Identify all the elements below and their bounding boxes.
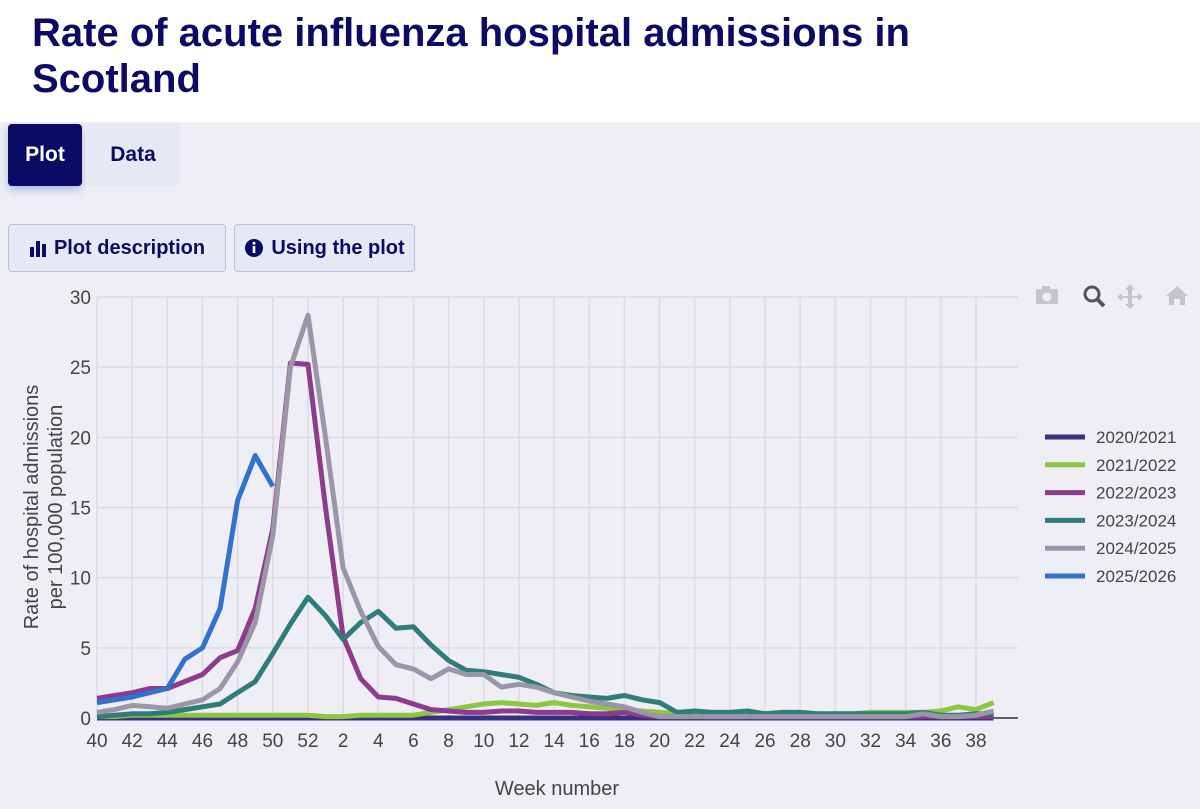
series-line xyxy=(96,594,994,720)
x-tick-label: 10 xyxy=(473,731,494,752)
button-label: Using the plot xyxy=(271,236,405,259)
y-axis-title: per 100,000 population xyxy=(45,405,67,610)
x-tick-label: 22 xyxy=(684,731,705,752)
button[interactable]: Using the plot xyxy=(234,224,415,272)
x-tick-label: 46 xyxy=(192,731,213,752)
button-label: Plot description xyxy=(53,236,206,259)
button[interactable]: Plot description xyxy=(8,224,226,272)
x-tick-label: 32 xyxy=(860,731,881,752)
x-tick-label: 34 xyxy=(895,731,917,752)
tab[interactable]: Data xyxy=(86,124,180,186)
series-line xyxy=(96,312,995,720)
x-tick-label: 4 xyxy=(373,731,384,752)
page-title: Rate of acute influenza hospital admissi… xyxy=(32,11,910,101)
x-tick-label: 44 xyxy=(157,731,179,752)
y-axis-title: Rate of hospital admissions xyxy=(21,385,43,630)
legend-label: 2025/2026 xyxy=(1096,567,1176,586)
y-tick-label: 30 xyxy=(70,288,91,309)
info-icon xyxy=(245,239,264,257)
x-tick-label: 26 xyxy=(754,731,775,752)
x-tick-label: 38 xyxy=(965,731,986,752)
y-tick-label: 20 xyxy=(70,428,91,449)
x-tick-label: 40 xyxy=(86,731,107,752)
legend-label: 2020/2021 xyxy=(1096,428,1176,447)
bar-icon xyxy=(29,241,46,257)
y-tick-label: 0 xyxy=(80,709,91,730)
legend-label: 2022/2023 xyxy=(1096,484,1176,503)
x-tick-label: 14 xyxy=(544,731,566,752)
x-tick-label: 6 xyxy=(408,731,419,752)
x-tick-label: 16 xyxy=(579,731,600,752)
x-tick-label: 42 xyxy=(122,731,143,752)
x-tick-label: 28 xyxy=(790,731,811,752)
modebar[interactable] xyxy=(1036,284,1188,309)
x-axis-title: Week number xyxy=(495,778,619,800)
tab[interactable]: Plot xyxy=(8,124,82,186)
x-tick-label: 52 xyxy=(297,731,318,752)
x-tick-label: 50 xyxy=(262,731,283,752)
x-tick-label: 48 xyxy=(227,731,248,752)
y-tick-label: 10 xyxy=(70,569,91,590)
legend-label: 2023/2024 xyxy=(1096,511,1176,530)
y-tick-label: 25 xyxy=(70,358,91,379)
x-tick-label: 12 xyxy=(508,731,529,752)
y-tick-label: 5 xyxy=(80,639,91,660)
x-tick-label: 24 xyxy=(719,731,741,752)
x-tick-label: 18 xyxy=(614,731,635,752)
x-tick-label: 8 xyxy=(443,731,454,752)
x-tick-label: 30 xyxy=(825,731,846,752)
y-tick-label: 15 xyxy=(70,499,91,520)
x-tick-label: 36 xyxy=(930,731,951,752)
series-line xyxy=(96,453,275,706)
x-tick-label: 2 xyxy=(338,731,349,752)
legend-label: 2024/2025 xyxy=(1096,539,1176,558)
legend-label: 2021/2022 xyxy=(1096,456,1176,475)
x-tick-label: 20 xyxy=(649,731,670,752)
